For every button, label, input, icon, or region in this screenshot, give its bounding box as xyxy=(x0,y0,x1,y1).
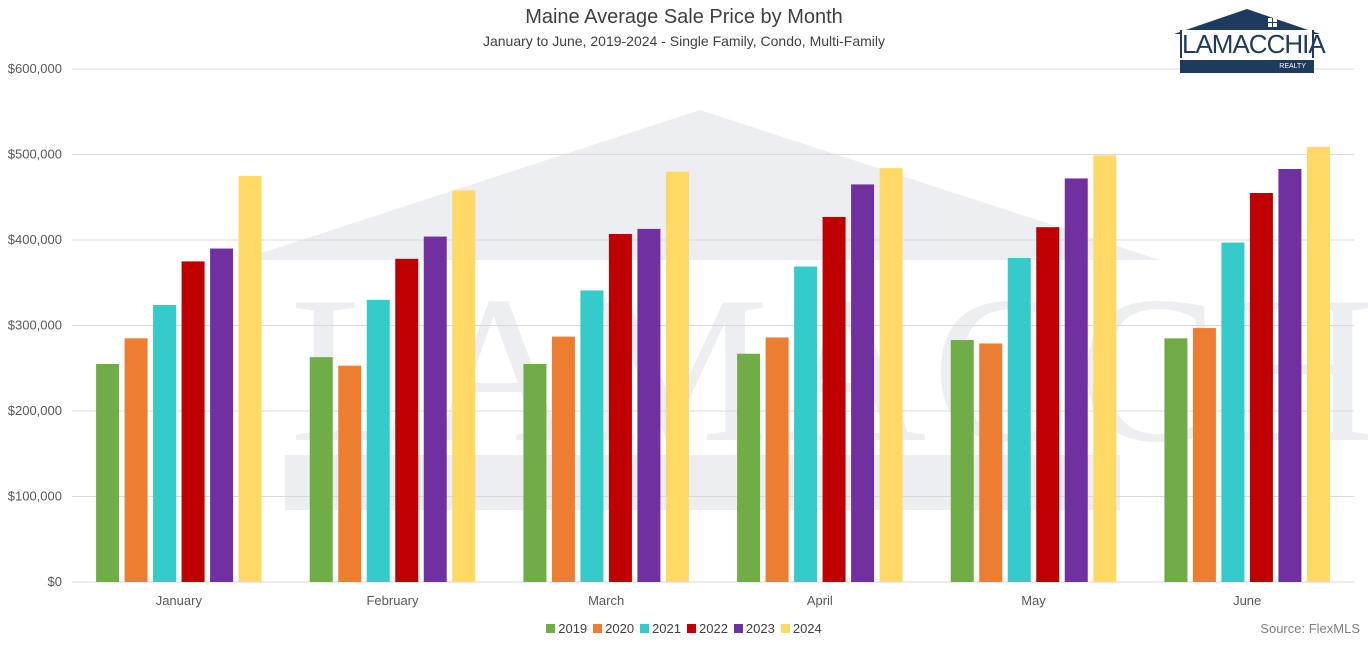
bars xyxy=(96,146,1330,583)
bar-2022-april xyxy=(822,216,846,583)
bar-2021-may xyxy=(1007,257,1031,582)
source-note: Source: FlexMLS xyxy=(1260,621,1360,636)
company-logo: LAMACCHIA REALTY xyxy=(1172,8,1326,76)
legend-label: 2024 xyxy=(792,621,822,636)
bar-2019-june xyxy=(1164,338,1188,582)
chart-subtitle: January to June, 2019-2024 - Single Fami… xyxy=(482,33,886,49)
legend-swatch xyxy=(733,624,743,633)
legend-label: 2020 xyxy=(605,621,635,636)
bar-2019-february xyxy=(309,357,333,582)
bar-2024-may xyxy=(1093,155,1117,583)
bar-2024-january xyxy=(238,175,262,582)
x-tick-label: March xyxy=(588,593,624,608)
bar-2022-january xyxy=(181,261,205,582)
y-tick-label: $300,000 xyxy=(8,318,62,333)
legend-swatch xyxy=(546,624,556,633)
chart-legend: 2019 2020 2021 2022 2023 2024 xyxy=(0,621,1368,636)
logo-subtext: REALTY xyxy=(1180,60,1314,73)
bar-2021-april xyxy=(794,266,818,582)
x-tick-label: February xyxy=(366,593,419,608)
bar-2022-march xyxy=(608,234,632,582)
bar-2019-march xyxy=(523,363,547,582)
bar-2023-may xyxy=(1064,178,1088,582)
bar-2022-may xyxy=(1036,227,1060,583)
y-tick-label: $400,000 xyxy=(8,232,62,247)
logo-wordmark: LAMACCHIA xyxy=(1180,29,1326,59)
legend-item-2024: 2024 xyxy=(780,621,822,636)
bar-2019-may xyxy=(950,340,974,582)
gridlines xyxy=(72,68,1354,583)
bar-2020-april xyxy=(765,337,789,582)
legend-label: 2021 xyxy=(652,621,681,636)
bar-2021-january xyxy=(153,304,177,582)
bar-2019-april xyxy=(737,353,761,582)
x-tick-label: May xyxy=(1021,593,1046,608)
y-tick-label: $0 xyxy=(48,574,62,589)
bar-2023-january xyxy=(210,248,234,583)
bar-2020-may xyxy=(979,343,1003,582)
y-tick-label: $100,000 xyxy=(8,489,62,504)
x-axis-ticks: January February March April May June xyxy=(156,593,1262,608)
legend-swatch xyxy=(593,624,603,633)
bar-2023-april xyxy=(851,184,875,583)
bar-2023-march xyxy=(637,228,661,582)
bar-2024-march xyxy=(665,171,689,582)
legend-label: 2019 xyxy=(558,621,588,636)
legend-item-2022: 2022 xyxy=(687,621,728,636)
legend-label: 2023 xyxy=(745,621,775,636)
legend-item-2021: 2021 xyxy=(640,621,681,636)
legend-item-2020: 2020 xyxy=(593,621,634,636)
legend-swatch xyxy=(687,624,696,633)
legend-swatch xyxy=(780,624,790,633)
bar-2021-march xyxy=(580,290,604,582)
bar-2023-june xyxy=(1278,169,1302,582)
bar-2022-june xyxy=(1249,192,1273,582)
bar-2019-january xyxy=(96,363,120,582)
y-tick-label: $600,000 xyxy=(8,61,62,76)
legend-item-2019: 2019 xyxy=(546,621,587,636)
bar-2022-february xyxy=(395,258,419,582)
legend-swatch xyxy=(640,624,650,633)
x-tick-label: January xyxy=(156,593,203,608)
bar-2023-february xyxy=(423,236,447,582)
bar-2020-march xyxy=(551,336,575,582)
bar-2021-february xyxy=(366,299,390,582)
x-tick-label: June xyxy=(1233,593,1261,608)
y-axis-ticks: $0 $100,000 $200,000 $300,000 $400,000 $500,0… xyxy=(8,61,62,589)
x-tick-label: April xyxy=(807,593,833,608)
bar-2020-february xyxy=(338,365,362,582)
house-roof-icon xyxy=(1174,9,1320,34)
chart-title: Maine Average Sale Price by Month xyxy=(525,6,843,28)
y-tick-label: $200,000 xyxy=(8,403,62,418)
legend-item-2023: 2023 xyxy=(733,621,775,636)
bar-2020-january xyxy=(124,338,148,582)
legend-label: 2022 xyxy=(699,621,728,636)
bar-2024-february xyxy=(452,190,476,582)
bar-2024-april xyxy=(879,168,903,582)
bar-2021-june xyxy=(1221,242,1245,582)
bar-2020-june xyxy=(1192,328,1216,582)
y-tick-label: $500,000 xyxy=(8,147,62,162)
bar-2024-june xyxy=(1306,146,1330,582)
